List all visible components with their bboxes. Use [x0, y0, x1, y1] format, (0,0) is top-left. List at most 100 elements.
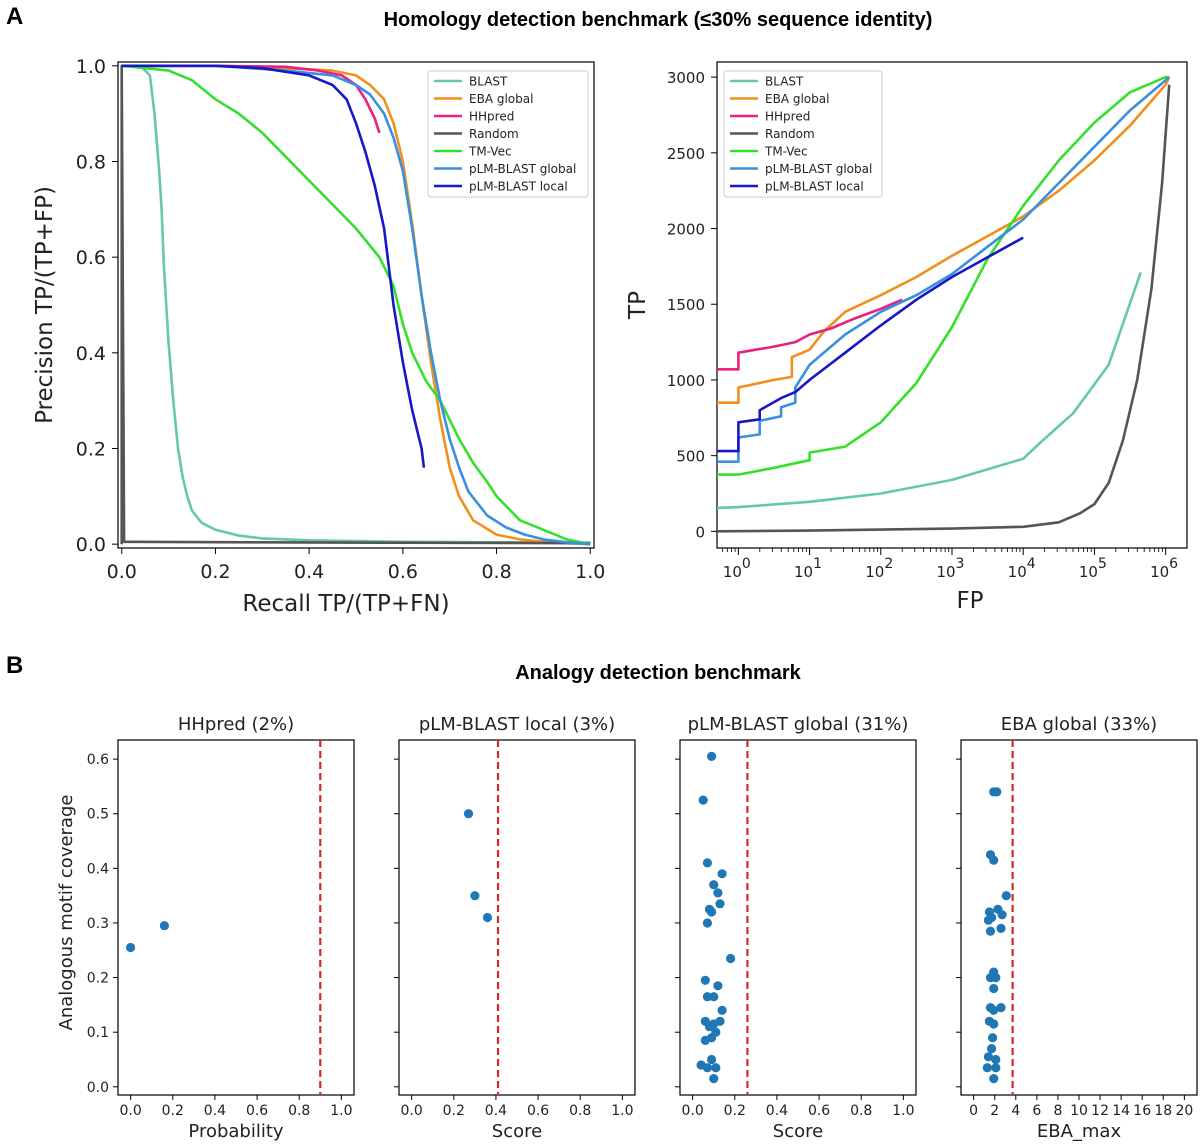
x-tick-exponent: 2	[884, 556, 893, 572]
y-tick-label: 1.0	[76, 56, 106, 78]
series-line-plm-blast-global	[121, 64, 591, 546]
series-lines	[717, 75, 1171, 533]
y-tick-label: 1500	[667, 296, 705, 314]
scatter-point	[717, 869, 727, 879]
scatter-point	[702, 1063, 713, 1073]
x-tick-label: 10	[1070, 1103, 1088, 1119]
y-axis-label: Precision TP/(TP+FP)	[32, 186, 58, 424]
x-tick-label: 0.6	[808, 1103, 830, 1119]
x-tick-label: 0.2	[724, 1103, 746, 1119]
scatter-point	[713, 888, 723, 898]
scatter-point	[126, 942, 136, 953]
x-tick-label: 10	[723, 563, 742, 581]
series-line-random	[120, 64, 591, 545]
legend-label-blast: BLAST	[469, 75, 508, 89]
y-tick-label: 1000	[667, 372, 705, 390]
x-tick-label: 20	[1175, 1103, 1193, 1119]
scatter-point	[709, 880, 719, 890]
x-axis-label: FP	[956, 588, 983, 614]
x-tick-label: 12	[1091, 1103, 1109, 1119]
scatter-point	[996, 1003, 1006, 1013]
scatter-point	[726, 953, 736, 964]
scatter-point	[991, 1054, 1001, 1065]
x-tick-label: 0.4	[485, 1103, 507, 1119]
scatter-point	[713, 981, 723, 991]
x-axis-label: Recall TP/(TP+FN)	[242, 591, 449, 617]
x-axis-label: Score	[773, 1121, 823, 1142]
y-tick-label: 0.1	[87, 1025, 109, 1041]
panel-b-letter: B	[6, 652, 23, 679]
legend-label-eba-global: EBA global	[469, 92, 533, 106]
legend-box	[427, 70, 589, 198]
scatter-point	[989, 855, 999, 865]
scatter-point	[988, 1033, 998, 1043]
scatter-point	[700, 1035, 710, 1045]
legend-label-plm-blast-global: pLM-BLAST global	[765, 162, 872, 176]
legend-label-plm-blast-local: pLM-BLAST local	[469, 180, 568, 194]
scatter-point	[463, 809, 474, 819]
scatter-point	[983, 915, 994, 925]
scatter-point	[711, 1063, 721, 1073]
x-tick-label: 0.0	[401, 1103, 423, 1119]
x-tick-label: 14	[1112, 1103, 1130, 1119]
x-tick-label: 10	[865, 563, 884, 581]
scatter-point	[702, 858, 713, 868]
scatter-point	[709, 992, 719, 1002]
scatter-point	[709, 1074, 719, 1084]
x-tick-label: 8	[1053, 1103, 1062, 1119]
y-tick-label: 2000	[667, 221, 705, 239]
subplot-title: pLM-BLAST local (3%)	[419, 714, 615, 735]
scatter-hhpred: HHpred (2%) 0.0 0.2 0.4 0.6 0.8 1.0 0.0 0.1 0.2 0.…	[56, 714, 355, 1142]
panel-b-title: Analogy detection benchmark	[515, 662, 801, 684]
x-tick-label: 18	[1154, 1103, 1172, 1119]
x-axis-label: Probability	[188, 1121, 283, 1142]
legend-label-hhpred: HHpred	[765, 110, 810, 124]
scatter-point	[482, 912, 493, 923]
x-tick-label: 0	[969, 1103, 978, 1119]
x-tick-label: 0.4	[204, 1103, 226, 1119]
x-tick-label: 0.8	[850, 1103, 872, 1119]
legend-label-random: Random	[765, 127, 815, 141]
series-line-plm-blast-local	[121, 64, 426, 468]
scatter-point	[989, 1074, 999, 1084]
legend-label-eba-global: EBA global	[765, 92, 829, 106]
x-tick-label: 0.0	[120, 1103, 142, 1119]
axes-frame	[679, 739, 917, 1096]
subplot-title: pLM-BLAST global (31%)	[688, 714, 909, 735]
legend-label-hhpred: HHpred	[469, 110, 514, 124]
scatter-point	[991, 1063, 1001, 1073]
legend-box	[723, 70, 883, 198]
scatter-point	[1001, 891, 1011, 901]
scatter-point	[991, 973, 1001, 983]
scatter-point	[982, 1063, 992, 1073]
y-tick-label: 0.0	[76, 534, 106, 556]
scatter-point	[997, 910, 1007, 920]
x-tick-label: 1.0	[611, 1103, 633, 1119]
y-tick-label: 0.3	[87, 916, 109, 932]
series-line-plm-blast-local	[717, 236, 1024, 453]
x-tick-exponent: 0	[742, 556, 751, 572]
x-tick-label: 10	[1150, 563, 1169, 581]
x-tick-label: 0.8	[288, 1103, 310, 1119]
x-tick-label: 10	[794, 563, 813, 581]
legend-label-tm-vec: TM-Vec	[764, 145, 808, 159]
x-tick-label: 0.2	[443, 1103, 465, 1119]
y-tick-label: 0.2	[87, 971, 109, 987]
scatter-point	[707, 907, 717, 917]
legend-label-plm-blast-global: pLM-BLAST global	[469, 162, 576, 176]
x-tick-exponent: 5	[1098, 556, 1107, 572]
subplot-title: HHpred (2%)	[178, 714, 294, 735]
x-tick-label: 0.4	[294, 561, 324, 583]
subplot-title: EBA global (33%)	[1001, 714, 1157, 735]
scatter-point	[992, 787, 1002, 797]
y-tick-label: 0.8	[76, 151, 106, 173]
scatter-point	[989, 983, 999, 994]
series-line-random	[717, 84, 1171, 533]
scatter-point	[159, 921, 169, 931]
legend-label-plm-blast-local: pLM-BLAST local	[765, 180, 864, 194]
y-tick-label: 0	[695, 523, 705, 541]
y-tick-label: 0.0	[87, 1080, 109, 1096]
scatter-point	[704, 1022, 715, 1032]
panel-a-title: Homology detection benchmark (≤30% seque…	[384, 9, 933, 31]
